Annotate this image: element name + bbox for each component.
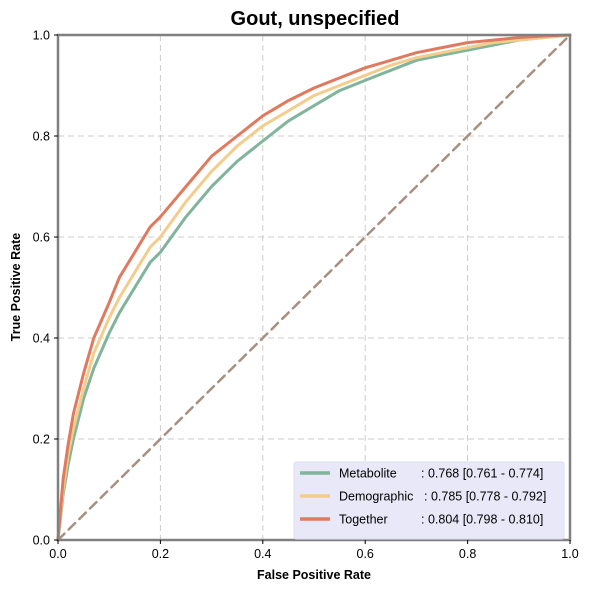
legend-auc-value: : 0.785 [0.778 - 0.792] xyxy=(424,490,546,504)
chart-title: Gout, unspecified xyxy=(231,8,400,30)
series-line-metabolite xyxy=(56,33,572,542)
x-tick-label: 0.4 xyxy=(254,547,271,561)
y-axis-label: True Positive Rate xyxy=(9,233,23,341)
y-tick-label: 0.6 xyxy=(33,231,50,245)
y-tick-label: 0.0 xyxy=(33,534,50,548)
series-line-together xyxy=(56,33,572,542)
x-tick-label: 0.0 xyxy=(49,547,66,561)
x-axis-label: False Positive Rate xyxy=(257,568,371,582)
y-tick-label: 0.4 xyxy=(33,332,50,346)
legend-label: Demographic xyxy=(339,490,413,504)
axis-ticks: 0.00.0 0.2 0.2 0.4 0.4 0.6 0.6 0.8 0.8 1.0 1.0 xyxy=(33,29,579,562)
legend-auc-value: : 0.804 [0.798 - 0.810] xyxy=(421,513,543,527)
legend-box xyxy=(293,461,565,540)
legend: Metabolite : 0.768 [0.761 - 0.774] Demogra… xyxy=(293,461,565,540)
y-tick-label: 1.0 xyxy=(33,29,50,43)
x-tick-label: 1.0 xyxy=(561,547,578,561)
y-tick-label: 0.2 xyxy=(33,433,50,447)
series-line-demographic xyxy=(56,33,572,542)
legend-label: Together xyxy=(339,513,388,527)
series-layer xyxy=(56,33,572,542)
y-tick-label: 0.8 xyxy=(33,130,50,144)
x-tick-label: 0.8 xyxy=(459,547,476,561)
legend-auc-value: : 0.768 [0.761 - 0.774] xyxy=(421,467,543,481)
chance-diagonal-line xyxy=(56,33,572,542)
plot-frame xyxy=(56,33,572,542)
legend-label: Metabolite xyxy=(339,467,397,481)
x-tick-label: 0.2 xyxy=(152,547,169,561)
x-tick-label: 0.6 xyxy=(357,547,374,561)
